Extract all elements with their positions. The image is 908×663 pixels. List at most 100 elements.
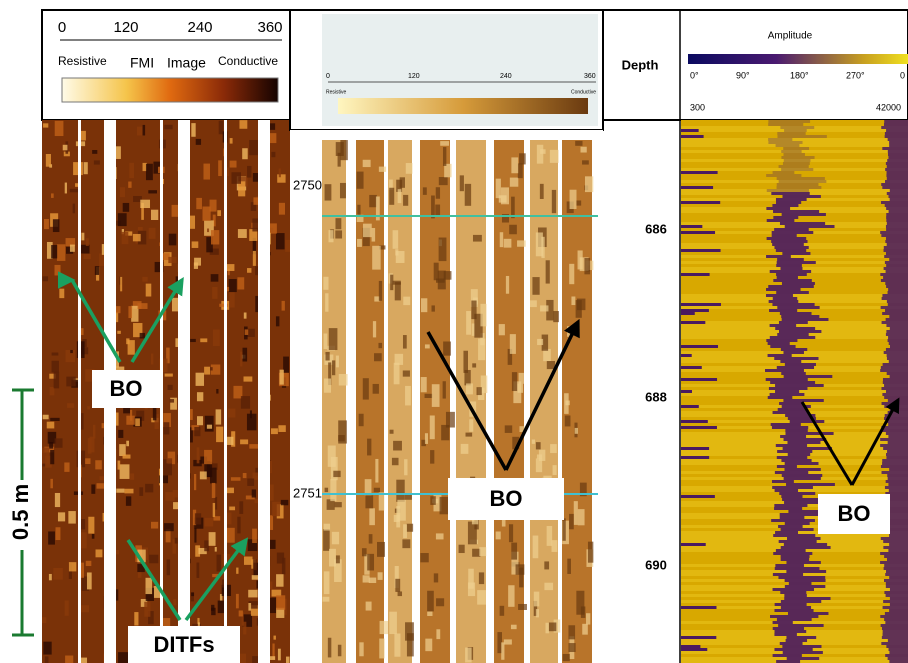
texture	[65, 656, 73, 663]
texture	[767, 219, 795, 222]
texture	[50, 479, 53, 488]
texture	[681, 495, 715, 498]
texture	[681, 171, 718, 174]
texture	[785, 432, 833, 435]
texture	[501, 642, 504, 659]
texture	[204, 540, 209, 551]
texture	[783, 651, 823, 654]
texture	[231, 477, 241, 481]
texture	[776, 291, 809, 294]
texture	[122, 232, 129, 244]
scale-bar-label: 0.5 m	[8, 484, 33, 540]
texture	[783, 195, 821, 198]
texture	[582, 160, 589, 164]
texture	[372, 228, 376, 242]
texture	[43, 642, 51, 655]
texture	[340, 183, 346, 198]
texture	[200, 338, 207, 342]
texture	[252, 575, 259, 580]
texture	[241, 396, 250, 409]
texture	[888, 339, 908, 342]
texture	[784, 468, 820, 471]
texture	[357, 205, 360, 217]
texture	[575, 428, 578, 434]
texture	[338, 645, 342, 657]
texture	[773, 588, 814, 591]
texture	[362, 548, 367, 556]
texture	[576, 591, 584, 615]
texture	[773, 171, 795, 174]
texture	[884, 246, 908, 249]
texture	[466, 311, 471, 335]
texture	[890, 189, 908, 192]
texture	[881, 279, 908, 282]
texture	[681, 606, 716, 609]
texture	[882, 393, 908, 396]
texture	[217, 555, 222, 572]
texture	[499, 324, 505, 335]
texture	[472, 549, 480, 557]
texture	[273, 636, 275, 640]
texture	[224, 120, 227, 663]
texture	[48, 531, 55, 544]
texture	[888, 549, 908, 552]
texture	[886, 237, 908, 240]
texture	[780, 591, 806, 594]
texture	[425, 394, 433, 398]
texture	[766, 288, 801, 291]
texture	[880, 273, 908, 276]
texture	[431, 305, 434, 311]
panel-title: FMI	[130, 55, 154, 71]
texture	[769, 387, 808, 390]
texture	[777, 261, 816, 264]
texture	[779, 330, 821, 333]
texture	[530, 300, 537, 307]
texture	[393, 230, 399, 249]
texture	[253, 559, 257, 570]
texture	[776, 273, 807, 276]
texture	[211, 274, 219, 282]
texture	[881, 537, 908, 540]
texture	[885, 132, 908, 135]
texture	[767, 189, 809, 192]
texture	[84, 254, 91, 259]
scale-tick: 120	[408, 73, 420, 80]
texture	[541, 237, 544, 258]
texture	[508, 585, 514, 607]
texture	[396, 506, 400, 527]
texture	[783, 399, 823, 402]
texture	[785, 225, 835, 228]
texture	[335, 502, 342, 507]
texture	[403, 370, 410, 376]
texture	[333, 471, 340, 477]
depth-label: 2751	[293, 485, 322, 500]
texture	[338, 153, 341, 167]
texture	[92, 534, 95, 539]
texture	[191, 123, 195, 137]
texture	[389, 612, 397, 634]
texture	[328, 638, 331, 658]
texture	[329, 549, 336, 567]
texture	[537, 145, 543, 164]
texture	[210, 200, 217, 212]
texture	[194, 528, 196, 543]
texture	[212, 287, 217, 299]
texture	[95, 460, 102, 469]
texture	[778, 408, 808, 411]
texture	[887, 159, 908, 162]
texture	[168, 385, 173, 390]
texture	[282, 558, 285, 575]
texture	[536, 442, 541, 449]
texture	[81, 233, 84, 241]
texture	[777, 276, 798, 279]
texture	[886, 594, 908, 597]
texture	[374, 488, 380, 493]
texture	[146, 284, 152, 297]
texture	[885, 486, 908, 489]
texture	[379, 167, 386, 172]
texture	[226, 264, 234, 271]
texture	[880, 369, 908, 372]
texture	[681, 480, 908, 483]
texture	[323, 529, 330, 551]
texture	[881, 126, 908, 129]
